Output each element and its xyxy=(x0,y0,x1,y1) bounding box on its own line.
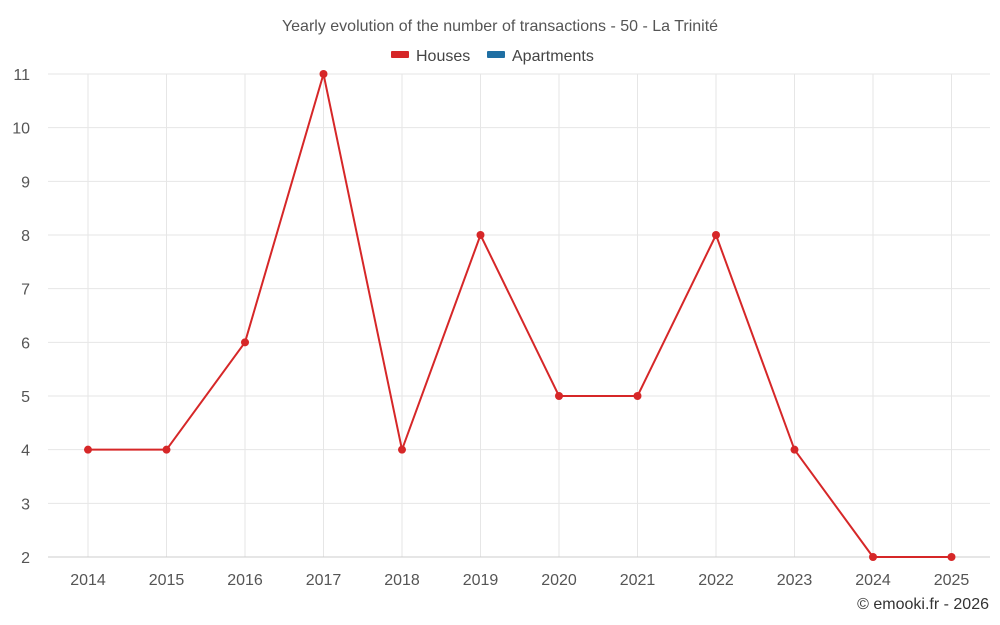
series-line-houses xyxy=(88,73,952,558)
x-tick-label-2018: 2018 xyxy=(384,572,420,589)
data-point-houses-2022[interactable] xyxy=(712,231,720,239)
series xyxy=(84,70,956,561)
y-tick-label-3: 3 xyxy=(21,496,30,513)
x-tick-label-2017: 2017 xyxy=(306,572,342,589)
x-tick-label-2025: 2025 xyxy=(934,572,970,589)
data-point-houses-2025[interactable] xyxy=(947,553,956,561)
x-tick-label-2023: 2023 xyxy=(777,572,813,589)
y-tick-label-2: 2 xyxy=(21,550,30,567)
legend: Houses Apartments xyxy=(391,48,594,65)
x-tick-label-2020: 2020 xyxy=(541,572,577,589)
x-tick-label-2019: 2019 xyxy=(463,572,499,589)
legend-label-houses: Houses xyxy=(416,48,470,65)
y-tick-label-11: 11 xyxy=(13,67,30,84)
grid xyxy=(48,73,990,557)
legend-item-houses[interactable]: Houses xyxy=(391,48,470,65)
y-tick-label-7: 7 xyxy=(21,282,30,299)
legend-swatch-houses xyxy=(391,51,409,58)
data-point-houses-2016[interactable] xyxy=(241,338,249,347)
x-tick-label-2015: 2015 xyxy=(149,572,185,589)
data-point-houses-2020[interactable] xyxy=(555,392,563,400)
y-tick-label-8: 8 xyxy=(21,228,30,245)
data-point-houses-2017[interactable] xyxy=(319,70,328,78)
data-point-houses-2023[interactable] xyxy=(790,445,799,454)
data-point-houses-2015[interactable] xyxy=(162,445,171,454)
y-tick-label-9: 9 xyxy=(21,174,30,191)
x-axis-ticks: 2014 2015 2016 2017 2018 2019 2020 2021 2022 2023… xyxy=(70,572,969,589)
x-tick-label-2024: 2024 xyxy=(855,572,891,589)
y-axis-ticks: 2 3 4 5 6 7 8 9 10 11 xyxy=(12,67,30,567)
data-point-houses-2021[interactable] xyxy=(633,392,642,400)
x-tick-label-2022: 2022 xyxy=(698,572,734,589)
chart-title: Yearly evolution of the number of transa… xyxy=(282,18,718,35)
credit: © emooki.fr - 2026 xyxy=(857,596,989,613)
x-tick-label-2014: 2014 xyxy=(70,572,106,589)
data-point-houses-2018[interactable] xyxy=(398,445,406,454)
data-point-houses-2014[interactable] xyxy=(84,445,92,454)
legend-item-apartments[interactable]: Apartments xyxy=(487,48,594,65)
legend-swatch-apartments xyxy=(487,51,505,58)
y-tick-label-5: 5 xyxy=(21,389,30,406)
x-tick-label-2016: 2016 xyxy=(227,572,263,589)
y-tick-label-10: 10 xyxy=(12,121,30,138)
y-tick-label-4: 4 xyxy=(21,443,30,460)
x-tick-label-2021: 2021 xyxy=(620,572,656,589)
y-tick-label-6: 6 xyxy=(21,335,30,352)
legend-label-apartments: Apartments xyxy=(512,48,594,65)
data-point-houses-2024[interactable] xyxy=(869,553,877,561)
data-point-houses-2019[interactable] xyxy=(476,231,485,239)
